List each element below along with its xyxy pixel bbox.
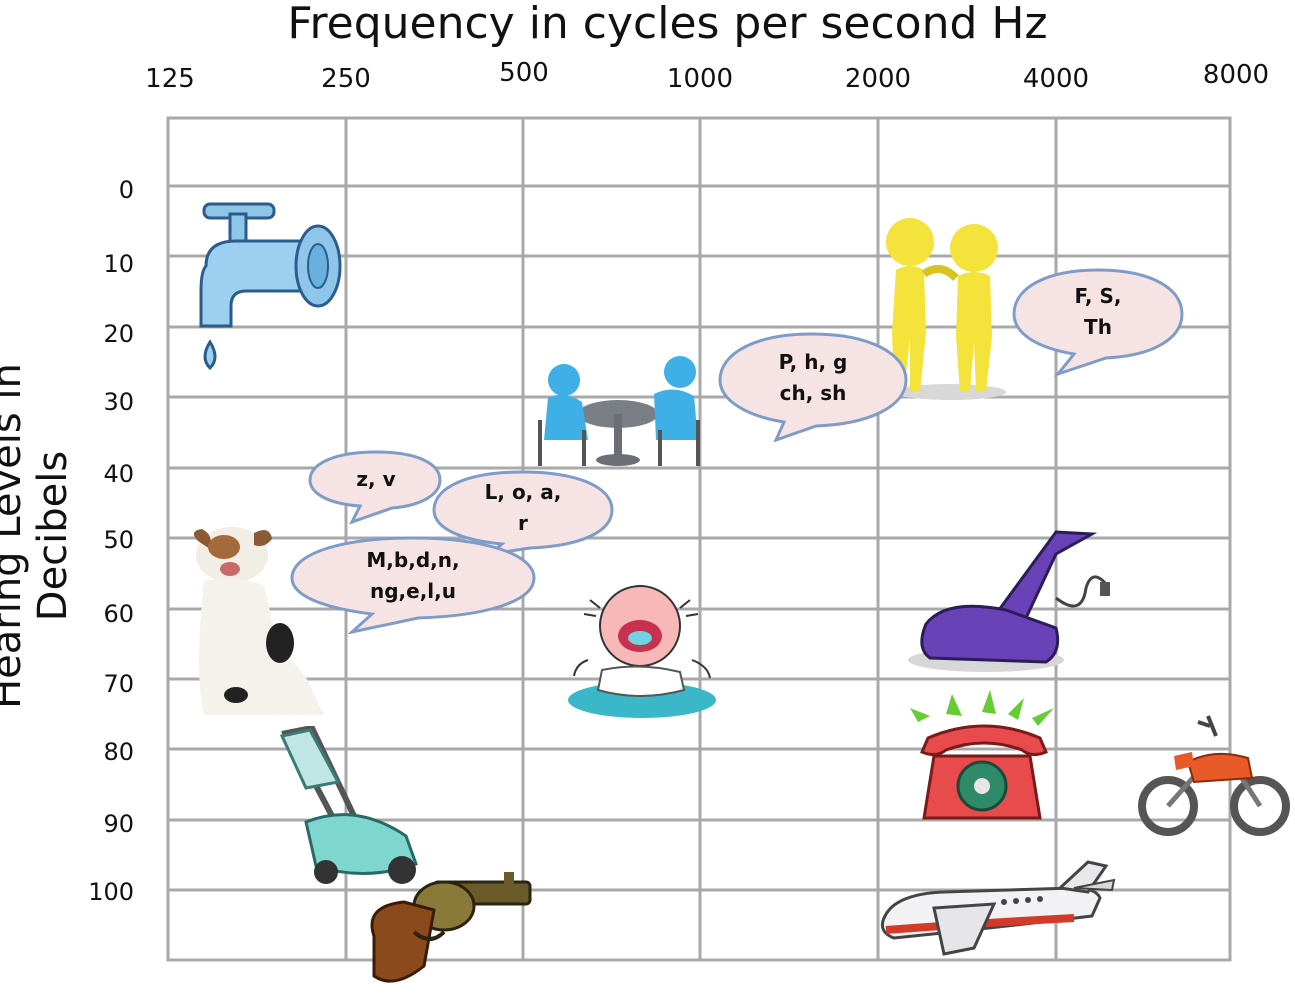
y-tick-60: 60 <box>103 600 134 628</box>
x-tick-8000: 8000 <box>1202 60 1270 90</box>
bubble-shape <box>718 332 908 443</box>
speech-bubble-p-h-g: P, h, g ch, sh <box>716 330 910 443</box>
chart-title: Frequency in cycles per second Hz <box>287 0 1048 49</box>
y-tick-20: 20 <box>103 320 134 348</box>
speech-bubble-m-b-d-n: M,b,d,n, ng,e,l,u <box>288 534 538 635</box>
y-tick-30: 30 <box>103 388 134 416</box>
x-tick-1000: 1000 <box>666 64 734 94</box>
conversation-icon <box>538 356 700 466</box>
airplane-icon <box>880 860 1116 956</box>
telephone-icon <box>910 690 1054 820</box>
y-tick-70: 70 <box>103 670 134 698</box>
vacuum-cleaner-icon <box>908 530 1110 672</box>
y-tick-10: 10 <box>103 250 134 278</box>
motorcycle-icon <box>1138 715 1290 836</box>
y-tick-40: 40 <box>103 460 134 488</box>
x-tick-4000: 4000 <box>1022 64 1090 94</box>
x-tick-500: 500 <box>499 58 549 88</box>
y-tick-0: 0 <box>118 176 134 204</box>
bubble-shape <box>1012 268 1184 378</box>
lawn-mower-icon <box>279 726 418 884</box>
bubble-shape <box>432 470 614 557</box>
speech-bubble-l-o-a-r: L, o, a, r <box>430 468 616 557</box>
bubble-text-m-b-d-n: M,b,d,n, ng,e,l,u <box>366 548 460 603</box>
bubble-shape <box>308 450 442 525</box>
y-tick-80: 80 <box>103 738 134 766</box>
x-tick-125: 125 <box>145 64 195 94</box>
y-tick-100: 100 <box>88 878 134 906</box>
speech-bubble-f-s-th: F, S, Th <box>1010 266 1186 378</box>
bubble-text-z-v: z, v <box>356 466 396 491</box>
bubble-text-p-h-g: P, h, g ch, sh <box>778 350 848 405</box>
bubble-shape <box>290 536 536 635</box>
y-tick-90: 90 <box>103 810 134 838</box>
x-tick-250: 250 <box>321 64 371 94</box>
x-tick-2000: 2000 <box>844 64 912 94</box>
bubble-text-l-o-a-r: L, o, a, r <box>484 480 562 535</box>
dog-icon <box>193 527 324 715</box>
crying-baby-icon <box>568 585 716 718</box>
y-tick-50: 50 <box>103 526 134 554</box>
bubble-text-f-s-th: F, S, Th <box>1074 284 1122 339</box>
revolver-icon <box>370 872 532 983</box>
faucet-icon <box>199 202 342 371</box>
speech-bubble-z-v: z, v <box>306 448 446 526</box>
